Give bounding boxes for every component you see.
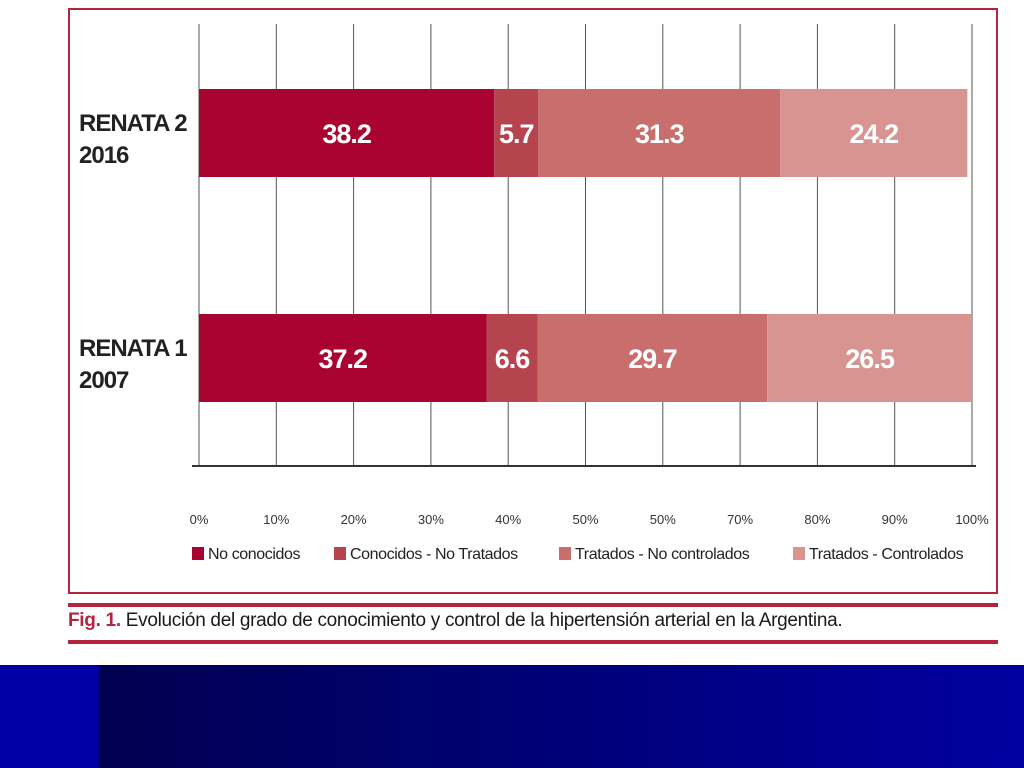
bar-segment <box>199 314 487 402</box>
category-label: RENATA 2 <box>79 110 187 137</box>
data-label: 26.5 <box>845 344 895 374</box>
x-tick-label: 100% <box>955 512 989 527</box>
data-label: 37.2 <box>318 344 367 374</box>
legend-swatch <box>559 547 571 560</box>
bar-segment <box>767 314 972 402</box>
figure-caption: Fig. 1. Evolución del grado de conocimie… <box>68 610 998 632</box>
legend-swatch <box>793 547 805 560</box>
caption-rule-top <box>68 603 998 607</box>
category-label: 2007 <box>79 367 129 394</box>
category-label: RENATA 1 <box>79 335 187 362</box>
data-label: 5.7 <box>499 119 534 149</box>
x-tick-label: 50% <box>650 512 676 527</box>
legend-label: Tratados - No controlados <box>575 546 750 563</box>
legend-swatch <box>334 547 346 560</box>
data-label: 24.2 <box>850 119 899 149</box>
x-tick-label: 50% <box>572 512 598 527</box>
legend-label: Conocidos - No Tratados <box>350 546 518 563</box>
slide-footer-band <box>0 665 1024 768</box>
figure-caption-text: Evolución del grado de conocimiento y co… <box>120 610 843 631</box>
x-tick-label: 20% <box>341 512 367 527</box>
bar-segment <box>494 89 539 177</box>
bar-segment <box>537 314 768 402</box>
data-label: 29.7 <box>628 344 677 374</box>
legend-label: No conocidos <box>208 546 301 563</box>
bar-segment <box>486 314 538 402</box>
data-label: 38.2 <box>322 119 371 149</box>
caption-rule-bottom <box>68 640 998 644</box>
x-tick-label: 10% <box>263 512 289 527</box>
data-label: 6.6 <box>495 344 531 374</box>
x-tick-label: 90% <box>882 512 908 527</box>
x-tick-label: 30% <box>418 512 444 527</box>
chart-frame <box>68 8 998 594</box>
category-label: 2016 <box>79 142 129 169</box>
x-tick-label: 0% <box>190 512 209 527</box>
x-tick-label: 80% <box>804 512 830 527</box>
stacked-bar-chart: 0% 10% 20% 30% 40% 50% 50% 70% 80% 90% 100% 38.2 5.7… <box>79 24 989 563</box>
bar-segment <box>538 89 781 177</box>
bar-segment <box>199 89 495 177</box>
legend-label: Tratados - Controlados <box>809 546 964 563</box>
bar-segment <box>780 89 968 177</box>
data-label: 31.3 <box>635 119 685 149</box>
x-tick-label: 70% <box>727 512 753 527</box>
legend-swatch <box>192 547 204 560</box>
figure-label: Fig. 1. <box>68 610 121 631</box>
x-tick-label: 40% <box>495 512 521 527</box>
